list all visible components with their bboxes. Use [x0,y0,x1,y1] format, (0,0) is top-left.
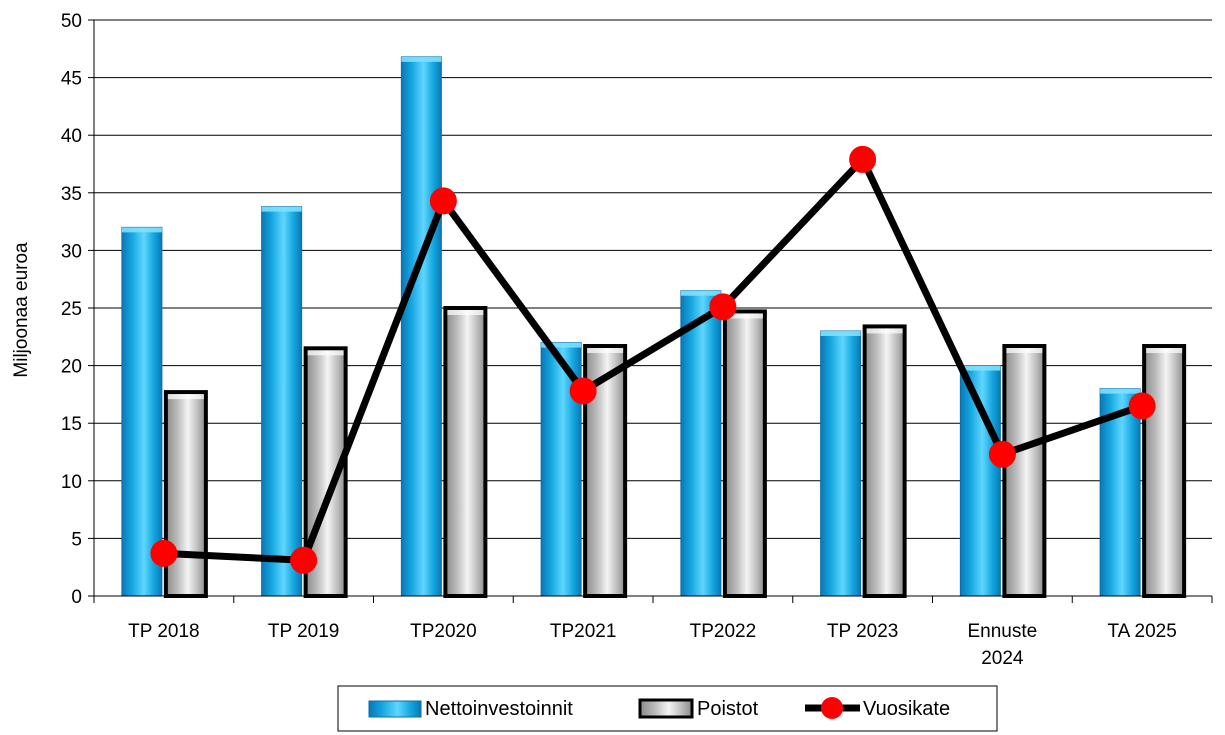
bars [121,56,1187,599]
x-tick-label: TP 2018 [128,621,199,642]
vuosikate-point [1128,392,1156,420]
bar-top [261,206,302,212]
y-tick-label: 35 [61,184,82,205]
x-tick-label: TP2022 [690,621,757,642]
bar-nettoinvestoinnit [820,330,862,597]
vuosikate-point [849,145,877,173]
legend-label: Vuosikate [863,698,950,720]
bar-body [261,206,303,597]
bar-top [960,365,1001,371]
y-tick-label: 10 [61,472,82,493]
vuosikate-point [569,377,597,405]
y-tick-label: 50 [61,11,82,32]
bar-body [680,290,722,597]
vuosikate-point [988,440,1016,468]
y-tick-label: 25 [61,299,82,320]
legend-swatch [638,698,694,719]
x-axis: TP 2018 TP 2019 TP2020 TP2021 TP2022 TP 2023 E… [93,595,1213,669]
bar-nettoinvestoinnit [400,56,442,597]
bar-poistot [1002,344,1047,598]
bar-top [447,310,484,315]
vuosikate-point [150,539,178,567]
bar-poistot [722,309,767,598]
vuosikate-point [429,187,457,215]
y-tick-label: 15 [61,414,82,435]
legend-swatch-marker [821,697,843,719]
bar-body [1002,344,1047,598]
y-tick-label: 40 [61,126,82,147]
x-tick-label: TP2021 [550,621,617,642]
vuosikate-point [709,293,737,321]
x-tick-label: TA 2025 [1107,621,1176,642]
legend-item-nettoinvestoinnit: Nettoinvestoinnit [368,698,573,720]
bar-top [121,227,162,233]
legend-item-poistot: Poistot [638,698,759,720]
bar-poistot [163,390,208,599]
bar-top [401,56,442,62]
bar-body [400,56,442,597]
x-tick-label: 2024 [981,648,1024,669]
y-tick-label: 30 [61,241,82,262]
vuosikate-series-line [163,155,1144,564]
bar-top [680,290,721,296]
x-tick-label: TP2020 [410,621,477,642]
bar-nettoinvestoinnit [261,206,303,597]
y-tick-label: 20 [61,357,82,378]
bar-top [726,313,763,319]
bar-top [167,394,204,400]
y-tick-label: 5 [71,529,82,550]
legend-label: Poistot [697,698,759,720]
bar-body [443,306,488,598]
legend-swatch [368,700,422,718]
legend: Nettoinvestoinnit Poistot Vuosikate [337,685,998,732]
bar-body [163,390,208,599]
y-tick-label: 45 [61,69,82,90]
bar-nettoinvestoinnit [121,226,163,597]
bar-top [820,331,861,337]
x-tick-label: Ennuste [968,621,1038,642]
vuosikate-point [290,546,318,574]
x-tick-label: TP 2023 [827,621,898,642]
bar-top [866,328,903,334]
bar-top [1146,348,1183,354]
bar-body [722,309,767,598]
y-tick-label: 0 [71,587,82,608]
bar-body [862,324,907,598]
legend-label: Nettoinvestoinnit [425,698,573,720]
bar-body [1099,388,1141,597]
y-axis: 0 5 10 15 20 25 30 35 40 45 50 [61,11,95,608]
bar-poistot [1142,344,1187,598]
bar-body [1142,344,1187,598]
y-axis-title: Miljoonaa euroa [11,242,32,378]
bar-body [121,226,163,597]
bar-poistot [443,306,488,598]
x-tick-label: TP 2019 [268,621,339,642]
bar-top [1100,388,1141,394]
bar-top [541,342,582,348]
bar-nettoinvestoinnit [680,290,722,597]
legend-item-vuosikate: Vuosikate [805,697,950,720]
bar-nettoinvestoinnit [959,365,1001,597]
bar-top [1006,348,1043,354]
bar-nettoinvestoinnit [1099,388,1141,597]
bar-body [820,330,862,597]
bar-top [307,350,344,356]
bar-top [587,348,624,354]
vuosikate-line [150,145,1156,574]
bar-poistot [862,324,907,598]
